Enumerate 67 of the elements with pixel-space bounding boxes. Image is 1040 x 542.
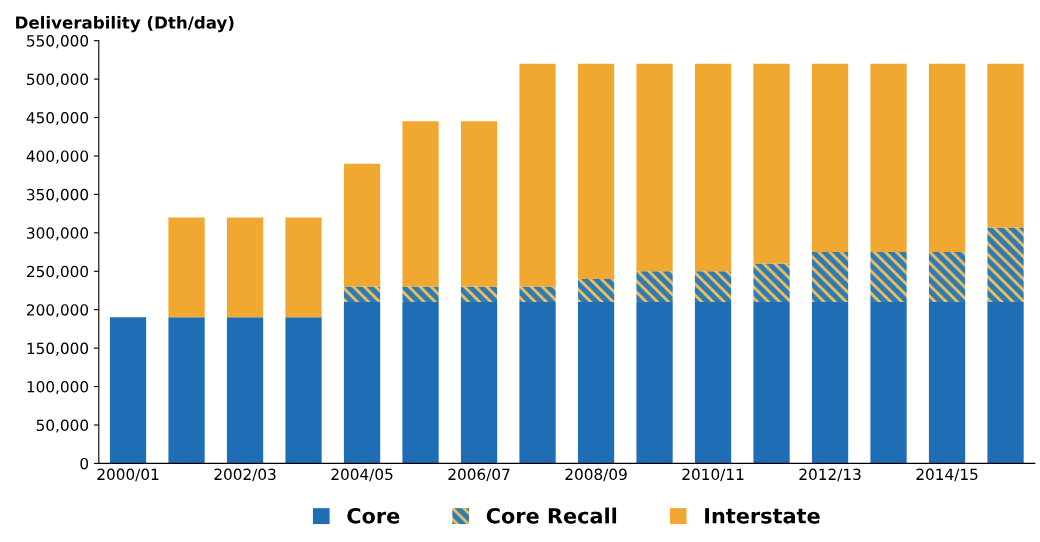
bar [285,217,322,318]
x-tick-label: 2014/15 [916,468,978,482]
bar [402,121,439,287]
bar [928,63,966,253]
bar [870,252,907,302]
bar [987,63,1024,228]
bar [811,63,849,253]
bar [226,217,264,318]
bar [460,121,498,287]
x-tick-label: 2008/09 [565,468,627,482]
bar [519,286,556,302]
legend-label: Core [347,507,400,524]
bar [343,286,381,302]
x-tick-label: 2010/11 [682,468,744,482]
bar [460,286,498,302]
y-tick-label: 50,000 [36,419,89,433]
bar [811,252,849,302]
bar [519,301,556,464]
y-tick-label: 100,000 [27,381,89,395]
bar [928,252,966,302]
bar [987,227,1024,302]
bar [109,317,147,464]
bar [694,301,732,464]
y-tick-label: 450,000 [26,111,89,126]
x-tick-label: 2004/05 [331,468,393,482]
y-tick-label: 550,000 [27,35,89,49]
bar [402,301,439,464]
legend-label: Core Recall [486,507,617,524]
bar [577,278,615,302]
bar [577,63,615,279]
bar [460,301,498,464]
y-tick-label: 300,000 [27,227,89,241]
y-tick-label: 0 [80,457,89,470]
bar [870,63,907,253]
y-tick-label: 200,000 [27,304,89,318]
x-tick-label: 2002/03 [214,468,276,482]
bar [343,301,381,464]
bar [753,263,790,302]
bar [811,301,849,464]
x-tick-label: 2000/01 [97,468,159,482]
bar [168,217,205,318]
bar [870,301,907,464]
bar [168,317,205,464]
bar [519,63,556,287]
legend-label: Interstate [705,508,820,524]
bar [636,301,673,464]
y-tick-label: 350,000 [27,188,89,202]
y-axis-title: Deliverability (Dth/day) [16,15,234,33]
bar [636,63,673,272]
bar [636,271,673,302]
bar [753,301,790,464]
y-tick-label: 400,000 [26,150,89,164]
x-tick-label: 2006/07 [448,468,510,482]
bar [402,286,439,302]
bar [226,317,264,464]
y-tick-label: 150,000 [27,342,89,356]
y-tick-label: 250,000 [27,265,89,279]
bar [694,63,732,272]
bar [343,163,381,287]
bar [987,301,1024,464]
bar [694,271,732,302]
bar [285,317,322,464]
y-tick-label: 500,000 [27,73,89,87]
bar [753,63,790,264]
bar [577,301,615,464]
bar [928,301,966,464]
x-tick-label: 2012/13 [799,468,861,482]
